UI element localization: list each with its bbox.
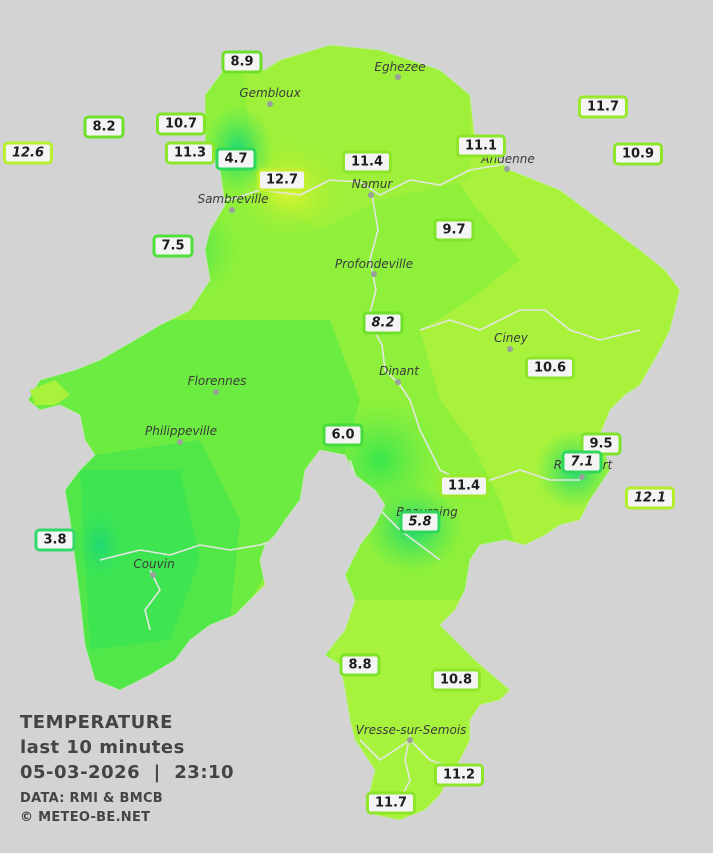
province-fragment (30, 380, 70, 405)
city-dot-andenne (504, 166, 510, 172)
legend-title: TEMPERATURE (20, 712, 173, 733)
temp-reading[interactable]: 10.7 (155, 112, 207, 136)
city-label-namur: Namur (351, 177, 393, 191)
temp-reading[interactable]: 11.1 (455, 134, 507, 158)
city-label-dinant: Dinant (379, 364, 419, 378)
city-label-eghezee: Eghezee (374, 60, 426, 74)
city-label-philippeville: Philippeville (145, 424, 217, 438)
city-dot-gembloux (267, 101, 273, 107)
temp-reading[interactable]: 12.7 (256, 168, 308, 192)
legend-datetime: 05-03-2026 | 23:10 (20, 762, 235, 783)
temp-reading[interactable]: 3.8 (34, 528, 76, 552)
temp-reading[interactable]: 9.7 (433, 218, 475, 242)
temp-reading[interactable]: 10.9 (612, 142, 664, 166)
temp-reading[interactable]: 11.2 (433, 763, 485, 787)
temp-reading[interactable]: 10.8 (430, 668, 482, 692)
temp-reading[interactable]: 7.5 (152, 234, 194, 258)
city-dot-vresse (407, 737, 413, 743)
city-dot-eghezee (395, 74, 401, 80)
city-dot-profondeville (371, 271, 377, 277)
temp-reading[interactable]: 12.1 (624, 486, 676, 510)
city-label-couvin: Couvin (133, 557, 175, 571)
city-dot-couvin (150, 572, 156, 578)
temp-reading[interactable]: 8.8 (339, 653, 381, 677)
legend-subtitle: last 10 minutes (20, 737, 185, 758)
city-dot-dinant (395, 379, 401, 385)
city-label-profondeville: Profondeville (334, 257, 414, 271)
temp-reading[interactable]: 11.3 (164, 141, 216, 165)
legend-source: DATA: RMI & BMCB (20, 791, 163, 806)
temp-reading[interactable]: 11.4 (341, 150, 393, 174)
city-label-vresse: Vresse-sur-Semois (355, 723, 467, 737)
temp-reading[interactable]: 11.4 (438, 474, 490, 498)
legend-copyright: © METEO-BE.NET (20, 810, 151, 825)
temp-reading[interactable]: 8.2 (362, 311, 404, 335)
city-dot-philippeville (177, 439, 183, 445)
city-dot-sambreville (229, 207, 235, 213)
city-dot-namur (368, 192, 374, 198)
temp-reading[interactable]: 11.7 (365, 791, 417, 815)
city-dot-rochefort (579, 474, 585, 480)
temp-reading[interactable]: 8.2 (83, 115, 125, 139)
temp-reading[interactable]: 7.1 (561, 450, 603, 474)
temp-reading[interactable]: 6.0 (322, 423, 364, 447)
temp-reading[interactable]: 10.6 (524, 356, 576, 380)
city-dot-ciney (507, 346, 513, 352)
temp-reading[interactable]: 5.8 (399, 510, 441, 534)
temp-reading[interactable]: 4.7 (215, 147, 257, 171)
temp-reading[interactable]: 8.9 (221, 50, 263, 74)
temp-reading[interactable]: 11.7 (577, 95, 629, 119)
city-label-gembloux: Gembloux (239, 86, 301, 100)
temp-reading[interactable]: 12.6 (2, 141, 54, 165)
city-label-ciney: Ciney (494, 331, 528, 345)
city-label-sambreville: Sambreville (197, 192, 269, 206)
city-label-florennes: Florennes (187, 374, 247, 388)
city-dot-florennes (213, 389, 219, 395)
